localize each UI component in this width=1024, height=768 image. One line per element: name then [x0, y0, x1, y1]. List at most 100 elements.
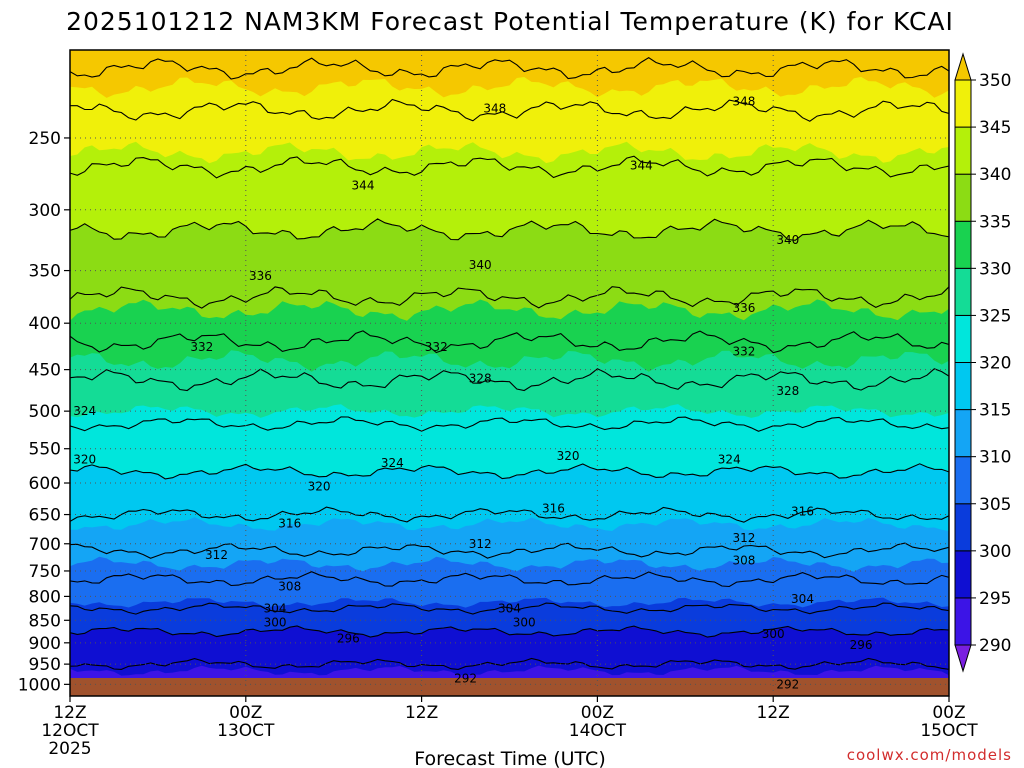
contour-324: [70, 416, 949, 432]
contour-label: 300: [513, 616, 536, 630]
contour-label-text: 348: [483, 101, 506, 115]
contour-label-text: 304: [498, 602, 521, 616]
y-tick-label: 300: [29, 201, 61, 221]
contour-336: [70, 286, 949, 309]
band-above-350: [70, 50, 949, 98]
contour-label-text: 332: [732, 345, 755, 359]
chart-title: 2025101212 NAM3KM Forecast Potential Tem…: [66, 7, 954, 36]
contour-label: 316: [278, 517, 301, 531]
plot-frame: [69, 49, 950, 697]
colorbar-segment: [954, 503, 972, 552]
y-tick-label: 1000: [18, 675, 61, 695]
y-tick-label: 850: [29, 611, 61, 631]
contour-label: 292: [776, 677, 799, 691]
x-tick-label: 12Z: [53, 703, 86, 723]
contour-label-text: 348: [732, 95, 755, 109]
theta-contour-lines: [70, 57, 949, 670]
contour-label-text: 292: [776, 677, 799, 691]
contour-label-text: 308: [278, 579, 301, 593]
contour-308: [70, 571, 949, 588]
ground-surface: [70, 678, 949, 696]
contour-label-text: 332: [425, 340, 448, 354]
colorbar-segment: [954, 314, 972, 363]
colorbar-segment: [954, 173, 972, 222]
contour-label: 300: [264, 616, 287, 630]
colorbar-label: 320: [979, 354, 1011, 374]
contour-label-text: 312: [732, 531, 755, 545]
contour-320: [70, 463, 949, 480]
colorbar-label: 310: [979, 448, 1011, 468]
contour-label: 292: [454, 671, 477, 685]
contour-label-text: 324: [381, 456, 404, 470]
x-tick-label: 00Z: [581, 703, 614, 723]
colorbar-segment: [954, 126, 972, 175]
colorbar-segment: [954, 362, 972, 411]
contour-label-text: 320: [308, 479, 331, 493]
y-tick-label: 900: [29, 634, 61, 654]
contour-label-text: 344: [630, 158, 653, 172]
contour-332: [70, 330, 949, 354]
contour-label-text: 316: [791, 505, 814, 519]
x-axis-label: Forecast Time (UTC): [414, 748, 605, 768]
y-tick-label: 250: [29, 129, 61, 149]
y-tick-label: 450: [29, 361, 61, 381]
x-tick-label: 2025: [48, 739, 91, 759]
y-tick-label: 500: [29, 402, 61, 422]
contour-label-text: 316: [542, 501, 565, 515]
contour-label: 348: [483, 101, 506, 115]
contour-labels: 348 348 344 344 340 340 336 336 332 332 332 328 328 3…: [73, 95, 873, 692]
contour-label-text: 308: [732, 553, 755, 567]
colorbar-min-arrow: [954, 644, 972, 673]
x-tick-label: 14OCT: [569, 721, 627, 741]
contour-label-text: 296: [850, 638, 873, 652]
colorbar-segment: [954, 79, 972, 128]
contour-label-text: 320: [557, 449, 580, 463]
contour-label: 348: [732, 95, 755, 109]
y-tick-label: 650: [29, 506, 61, 526]
x-tick-label: 12Z: [757, 703, 790, 723]
contour-label: 336: [249, 269, 272, 283]
y-tick-label: 600: [29, 474, 61, 494]
contour-label-text: 292: [454, 671, 477, 685]
contour-label: 324: [718, 452, 741, 466]
x-tick-label: 13OCT: [217, 721, 275, 741]
contour-label: 328: [469, 371, 492, 385]
contour-label: 320: [308, 479, 331, 493]
contour-label: 328: [776, 384, 799, 398]
contour-label: 332: [190, 340, 213, 354]
contour-label-text: 312: [205, 548, 228, 562]
contour-label: 312: [469, 537, 492, 551]
x-tick-label: 12Z: [405, 703, 438, 723]
contour-label-text: 324: [73, 404, 96, 418]
contour-328: [70, 368, 949, 392]
contour-label: 340: [776, 233, 799, 247]
x-tick-label: 00Z: [932, 703, 965, 723]
contour-label-text: 304: [264, 602, 287, 616]
contour-label-text: 328: [469, 371, 492, 385]
contour-label: 308: [732, 553, 755, 567]
contour-label-text: 340: [469, 258, 492, 272]
colorbar-label: 325: [979, 306, 1011, 326]
y-tick-label: 400: [29, 314, 61, 334]
contour-label-text: 344: [352, 178, 375, 192]
contour-label: 336: [732, 301, 755, 315]
contour-label: 320: [557, 449, 580, 463]
contour-300: [70, 625, 949, 638]
contour-label-text: 304: [791, 592, 814, 606]
colorbar-label: 330: [979, 259, 1011, 279]
y-tick-label: 700: [29, 535, 61, 555]
contour-label-text: 340: [776, 233, 799, 247]
contour-label: 320: [73, 452, 96, 466]
contour-316: [70, 506, 949, 523]
colorbar-segment: [954, 550, 972, 599]
contour-label: 304: [791, 592, 814, 606]
x-tick-label: 15OCT: [920, 721, 978, 741]
contour-296: [70, 657, 949, 670]
contour-label: 344: [352, 178, 375, 192]
colorbar-segment: [954, 456, 972, 505]
contour-label: 316: [542, 501, 565, 515]
contour-312: [70, 542, 949, 559]
contour-label: 312: [732, 531, 755, 545]
